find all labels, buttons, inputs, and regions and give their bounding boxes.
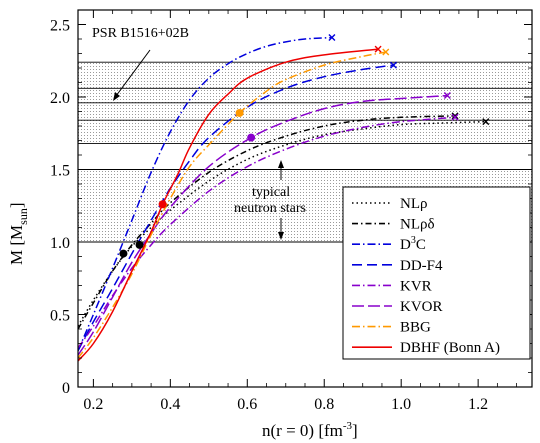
- series-1-line: [78, 115, 456, 330]
- y-tick-label: 1.5: [50, 163, 70, 180]
- typical-label-2: neutron stars: [234, 201, 306, 216]
- typical-arrow-down-head: [278, 232, 284, 240]
- typical-arrow-up-head: [278, 160, 284, 168]
- series-7-dot-0: [158, 200, 167, 209]
- mass-band-2: [78, 62, 532, 121]
- x-tick-label: 0.6: [237, 396, 257, 413]
- series-6-max-marker: [382, 48, 390, 56]
- psr-arrow-line: [115, 49, 151, 97]
- series-3-max-marker: [389, 61, 397, 69]
- legend-label-4: KVR: [400, 278, 432, 294]
- legend-label-0: NLρ: [400, 196, 427, 212]
- series-3-line: [78, 64, 394, 352]
- x-tick-label: 0.8: [314, 396, 334, 413]
- series-5-line: [78, 94, 448, 356]
- y-tick-label: 1.0: [50, 235, 70, 252]
- psr-annotation: PSR B1516+02B: [92, 26, 189, 101]
- series-4-max-marker: [451, 113, 459, 121]
- psr-arrow-head: [113, 92, 120, 101]
- x-axis-title: n(r = 0) [fm-3]: [262, 420, 358, 440]
- series-2-max-marker: [328, 34, 336, 42]
- series-2-line: [78, 36, 332, 352]
- x-tick-label: 1.2: [468, 396, 488, 413]
- typical-annotation: typical neutron stars: [234, 160, 306, 240]
- mass-band-1: [78, 120, 532, 144]
- legend-label-3: DD-F4: [400, 258, 443, 274]
- x-tick-label: 0.2: [83, 396, 103, 413]
- curve-markers: [119, 34, 490, 258]
- series-1-max-marker: [451, 112, 459, 120]
- typical-label-1: typical: [252, 185, 290, 200]
- series-6-dot-0: [235, 108, 244, 117]
- legend-label-1: NLρδ: [400, 217, 435, 233]
- legend-label-6: BBG: [400, 320, 431, 336]
- series-7-line: [78, 48, 379, 362]
- series-5-dot-0: [247, 133, 256, 142]
- series-1-dot-0: [119, 249, 128, 258]
- y-tick-label: 2.0: [50, 90, 70, 107]
- series-7-max-marker: [374, 45, 382, 53]
- legend: NLρ NLρδ D3C DD-F4 KVR KVOR BBG DBHF (Bonn A): [342, 186, 531, 360]
- series-0-max-marker: [482, 118, 490, 126]
- legend-label-2: D3C: [400, 235, 426, 253]
- y-axis-title: M [Msun]: [7, 203, 30, 266]
- y-axis-ticks: 0 0.5 1.0 1.5 2.0 2.5: [50, 18, 532, 397]
- series-5-max-marker: [443, 92, 451, 100]
- y-tick-label: 0.5: [50, 308, 70, 325]
- legend-label-7: DBHF (Bonn A): [400, 340, 500, 356]
- y-tick-label: 0: [62, 380, 70, 397]
- mass-curves: [78, 36, 486, 362]
- legend-box: [342, 186, 531, 360]
- psr-label: PSR B1516+02B: [92, 26, 189, 41]
- legend-label-5: KVOR: [400, 299, 443, 315]
- x-axis-ticks: 0.2 0.4 0.6 0.8 1.0 1.2: [83, 10, 518, 413]
- series-1-dot-1: [135, 240, 144, 249]
- x-tick-label: 0.4: [160, 396, 180, 413]
- series-6-line: [78, 51, 386, 359]
- y-tick-label: 2.5: [50, 18, 70, 35]
- x-tick-label: 1.0: [391, 396, 411, 413]
